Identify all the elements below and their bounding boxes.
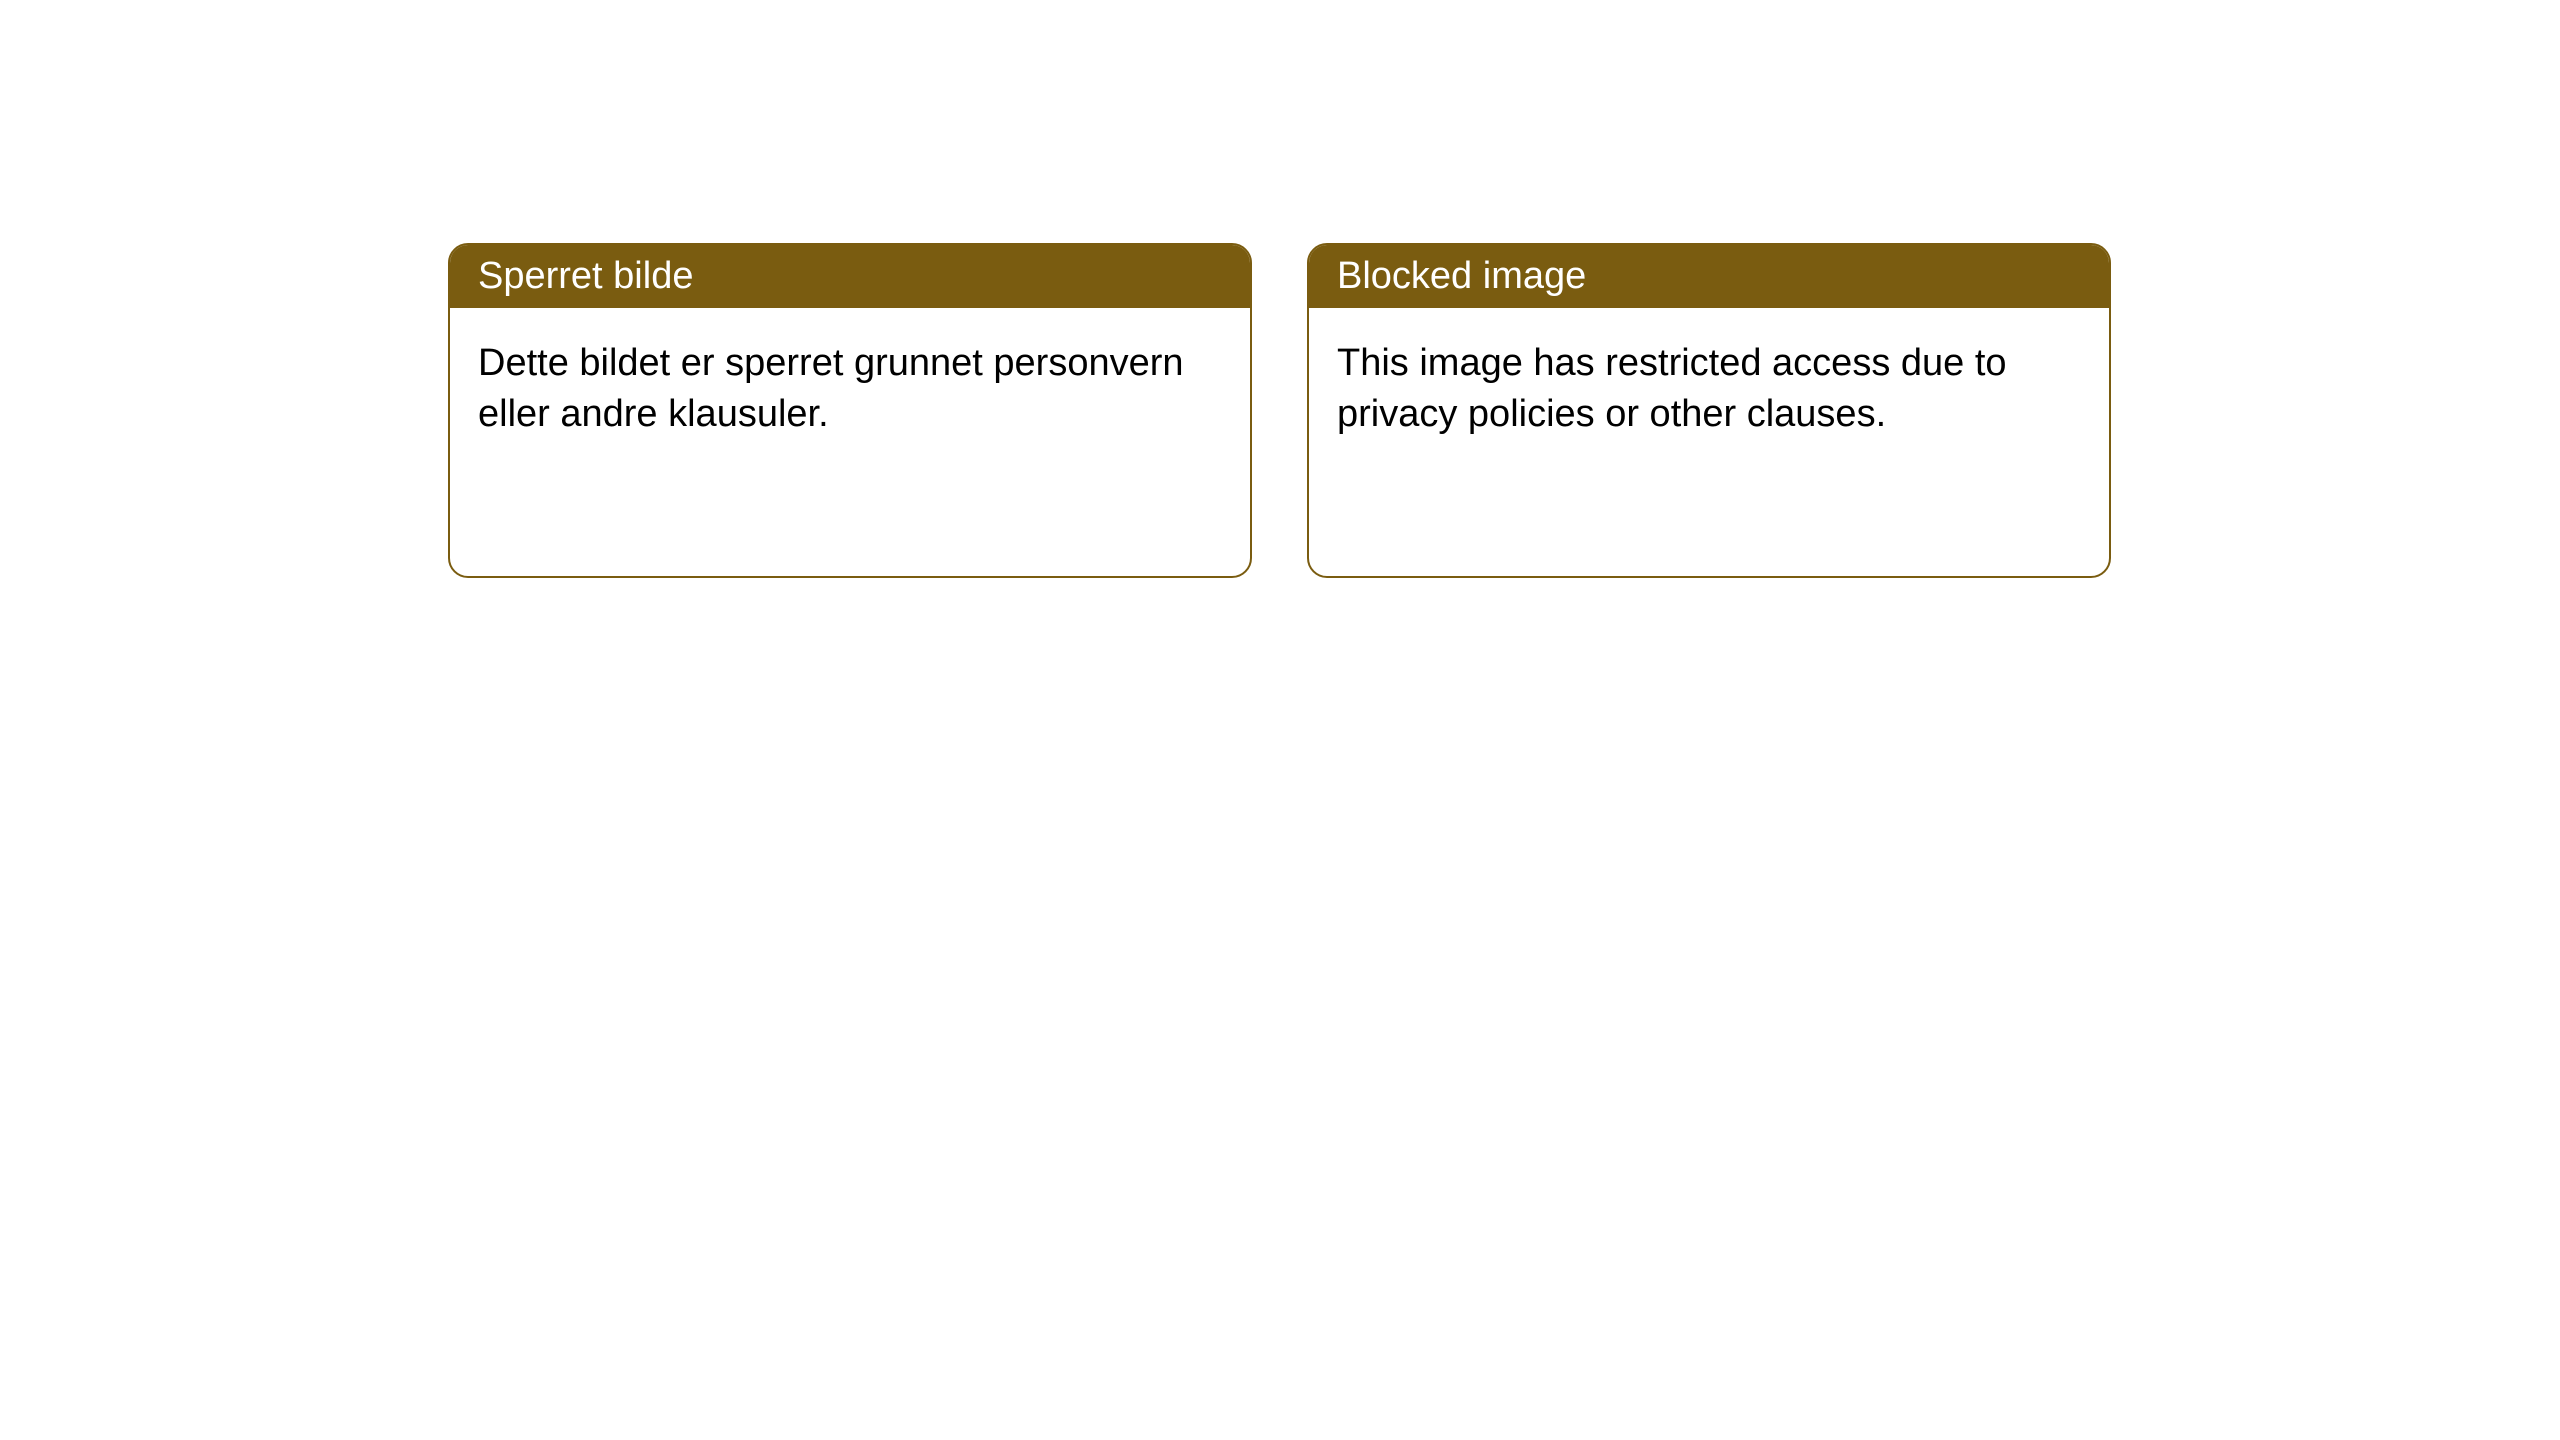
card-header: Sperret bilde [450,245,1250,308]
card-body: This image has restricted access due to … [1309,308,2109,471]
card-title: Blocked image [1337,255,1586,297]
card-body-text: Dette bildet er sperret grunnet personve… [478,342,1184,435]
notice-container: Sperret bilde Dette bildet er sperret gr… [0,0,2560,578]
card-body: Dette bildet er sperret grunnet personve… [450,308,1250,471]
blocked-image-card-no: Sperret bilde Dette bildet er sperret gr… [448,243,1252,578]
blocked-image-card-en: Blocked image This image has restricted … [1307,243,2111,578]
card-header: Blocked image [1309,245,2109,308]
card-body-text: This image has restricted access due to … [1337,342,2007,435]
card-title: Sperret bilde [478,255,693,297]
